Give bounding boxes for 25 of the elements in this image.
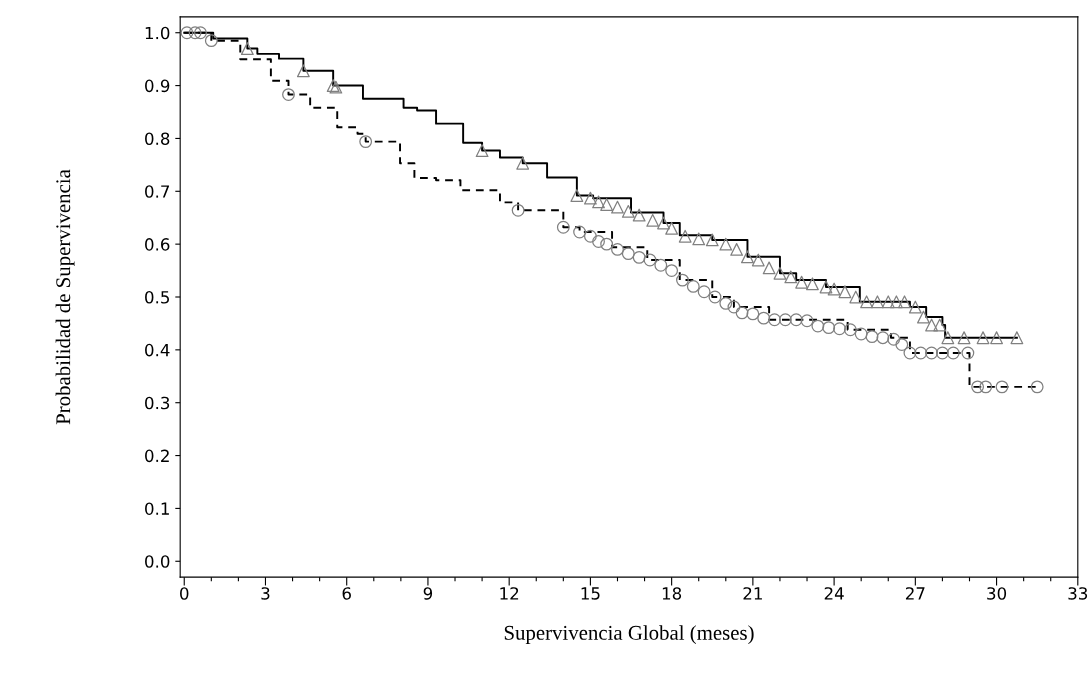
x-axis-title: Supervivencia Global (meses)	[504, 625, 754, 645]
y-tick-label: 0.7	[145, 185, 170, 198]
x-tick-label: 24	[824, 587, 844, 600]
y-tick-label: 0.5	[145, 290, 169, 304]
y-tick-label: 0.2	[145, 449, 169, 463]
x-tick-label: 15	[581, 587, 600, 600]
y-tick-label: 0.6	[145, 238, 170, 251]
x-tick-label: 33	[1068, 587, 1088, 600]
y-tick-label: 0.8	[145, 132, 170, 146]
x-tick-label: 30	[987, 587, 1007, 600]
y-tick-label: 0.4	[145, 343, 170, 357]
x-tick-label: 27	[905, 587, 925, 600]
y-tick-label: 0.0	[145, 555, 170, 568]
x-tick-label: 21	[743, 587, 762, 600]
y-axis-title: Probabilidad de Supervivencia	[55, 169, 75, 425]
y-tick-label: 0.9	[145, 79, 170, 93]
y-tick-label: 0.3	[145, 396, 170, 410]
x-tick-label: 6	[342, 587, 351, 600]
x-tick-label: 3	[261, 587, 270, 600]
x-tick-label: 18	[662, 587, 682, 600]
x-tick-label: 12	[500, 587, 519, 600]
y-tick-label: 1.0	[145, 26, 170, 40]
y-tick-label: 0.1	[145, 502, 169, 515]
x-tick-label: 0	[180, 587, 189, 600]
x-tick-label: 9	[423, 587, 433, 600]
